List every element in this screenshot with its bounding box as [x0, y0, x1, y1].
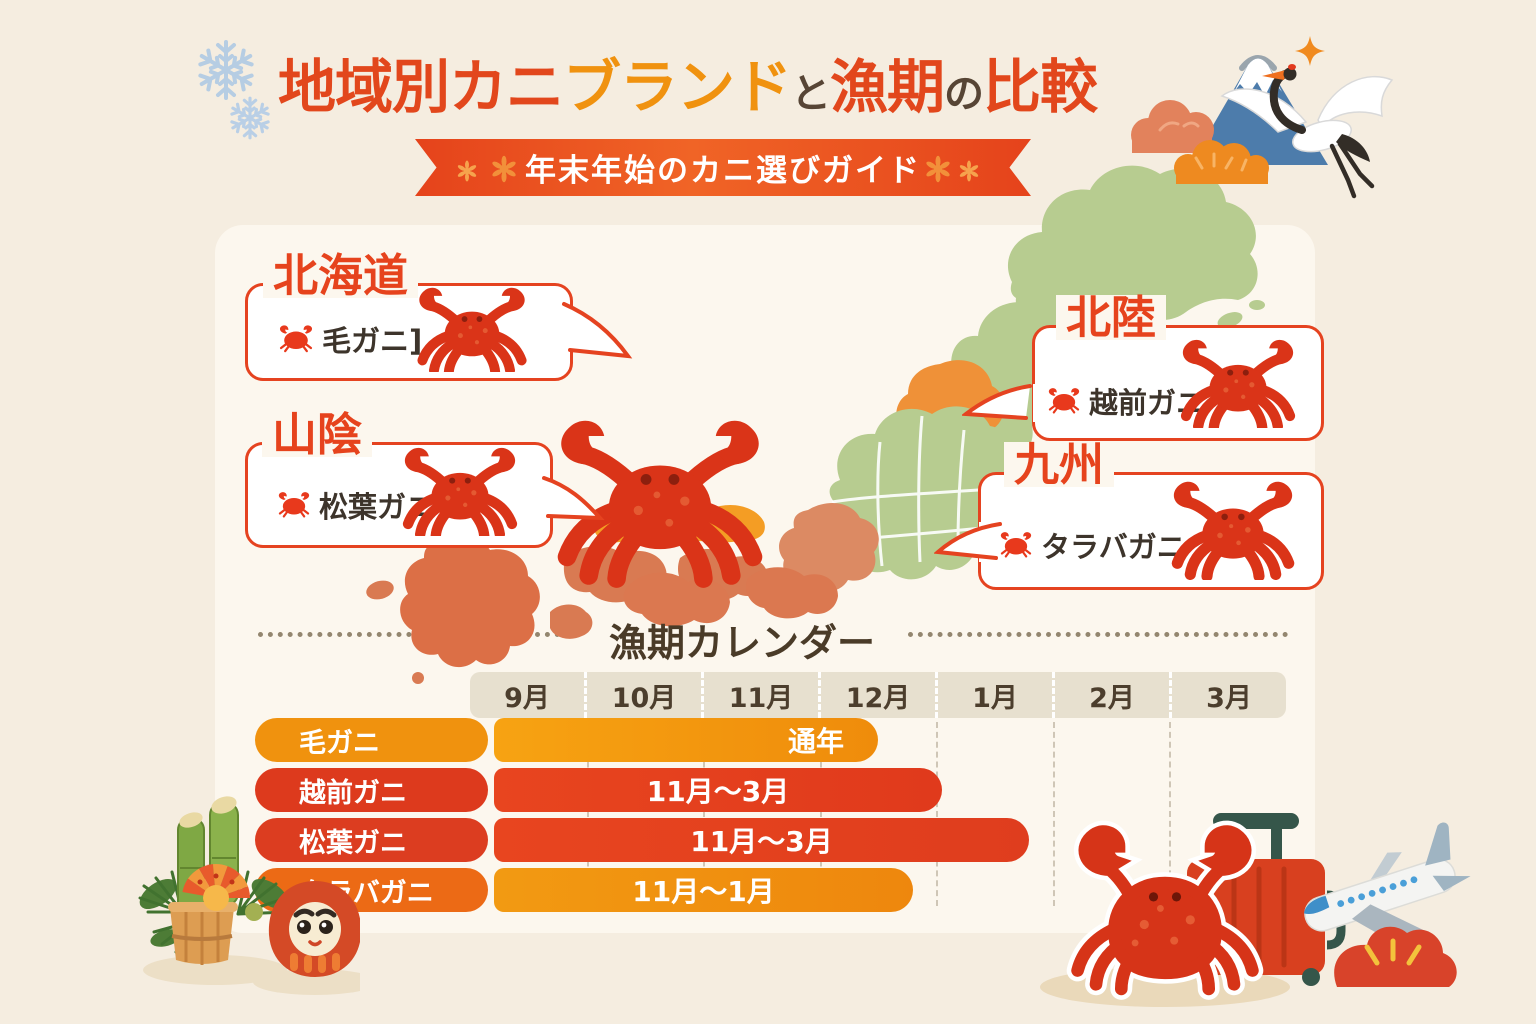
title-segment: 地域別カニ — [278, 53, 564, 121]
region-title: 山陰 — [262, 412, 373, 457]
grid-line — [820, 722, 822, 906]
calendar-row: 毛ガニ 通年 — [0, 718, 1536, 762]
crab-icon — [1000, 532, 1032, 558]
japan-map — [366, 165, 1265, 684]
crab-illustration — [1078, 832, 1253, 989]
newyear-decoration — [138, 796, 360, 995]
crab-icon — [1048, 388, 1080, 414]
map-region-kansai — [779, 503, 879, 592]
callout-tail — [562, 302, 633, 359]
row-bar: 11月〜3月 — [494, 768, 942, 812]
snowflake-icon — [195, 40, 257, 100]
map-region-hokkaido — [1007, 165, 1265, 328]
plum-blossom-icon — [1334, 926, 1457, 987]
month-cell: 9月 — [470, 672, 587, 718]
title-segment: 比較 — [983, 53, 1098, 121]
calendar-row: 越前ガニ 11月〜3月 — [0, 768, 1536, 812]
calendar-title: 漁期カレンダー — [608, 621, 875, 665]
month-cell: 3月 — [1206, 682, 1252, 714]
pine-cloud-icon — [1174, 140, 1269, 184]
banner-label: 年末年始のカニ選びガイド — [525, 153, 921, 189]
grid-line — [703, 722, 705, 906]
row-label: 越前ガニ — [255, 768, 488, 812]
crab-name: 毛ガニ] — [322, 324, 423, 358]
region-title: 北陸 — [1056, 295, 1167, 340]
banner-ribbon: 年末年始のカニ選びガイド — [415, 139, 1031, 196]
flower-icon — [492, 155, 516, 183]
month-cell: 12月 — [821, 672, 938, 718]
crab-illustration — [385, 446, 535, 536]
row-label: 毛ガニ — [255, 718, 488, 762]
travel-decoration — [1040, 813, 1471, 1007]
grid-line — [587, 722, 589, 906]
month-cell: 2月 — [1055, 672, 1172, 718]
crab-illustration — [392, 286, 552, 372]
crab-illustration — [1168, 338, 1308, 428]
crab-name: タラバガニ — [1041, 530, 1186, 564]
row-bar: 通年 — [494, 718, 878, 762]
region-title: 北海道 — [263, 253, 419, 298]
calendar-row: タラバガニ 11月〜1月 — [0, 868, 1536, 912]
callout-tail — [962, 384, 1032, 420]
row-bar: 11月〜1月 — [494, 868, 913, 912]
map-region-kyushu — [366, 535, 593, 684]
region-callout-kyushu — [978, 472, 1324, 590]
month-cell: 11月 — [704, 672, 821, 718]
fan-flower-icon — [182, 863, 251, 911]
flower-icon — [457, 160, 477, 182]
callout-tail — [934, 522, 1002, 560]
row-label: 松葉ガニ — [255, 818, 488, 862]
crab-icon — [278, 492, 310, 518]
flower-icon — [926, 155, 950, 183]
grid-line — [936, 722, 938, 906]
grid-line — [1053, 722, 1055, 906]
month-cell: 10月 — [587, 672, 704, 718]
title-segment: ブランド — [563, 53, 792, 121]
crab-illustration — [1158, 476, 1308, 580]
daruma-illustration — [268, 881, 360, 977]
snowflake-icon — [228, 96, 272, 140]
fuji-rim — [1239, 55, 1277, 71]
flower-icon — [959, 160, 979, 182]
region-title: 九州 — [1004, 442, 1115, 487]
crane-icon — [1220, 64, 1394, 199]
poster-title: 地域別カニブランドと漁期の比較 — [278, 40, 1098, 124]
calendar-row: 松葉ガニ 11月〜3月 — [0, 818, 1536, 862]
month-cell: 1月 — [938, 672, 1055, 718]
month-header: 9月 10月 11月 12月 1月 2月 3月 — [470, 672, 1286, 718]
sparkle-icon — [1295, 36, 1325, 66]
title-segment: の — [944, 71, 984, 117]
fuji-crane-illustration — [1131, 36, 1394, 199]
grid-line — [1169, 722, 1171, 906]
crab-icon — [279, 325, 313, 353]
kadomatsu-illustration — [138, 796, 290, 965]
dotted-divider — [908, 632, 1288, 637]
row-bar: 11月〜3月 — [494, 818, 1029, 862]
callout-tail — [542, 476, 605, 521]
title-segment: と — [791, 71, 831, 117]
cloud-icon — [1131, 100, 1214, 153]
title-segment: 漁期 — [830, 53, 945, 121]
